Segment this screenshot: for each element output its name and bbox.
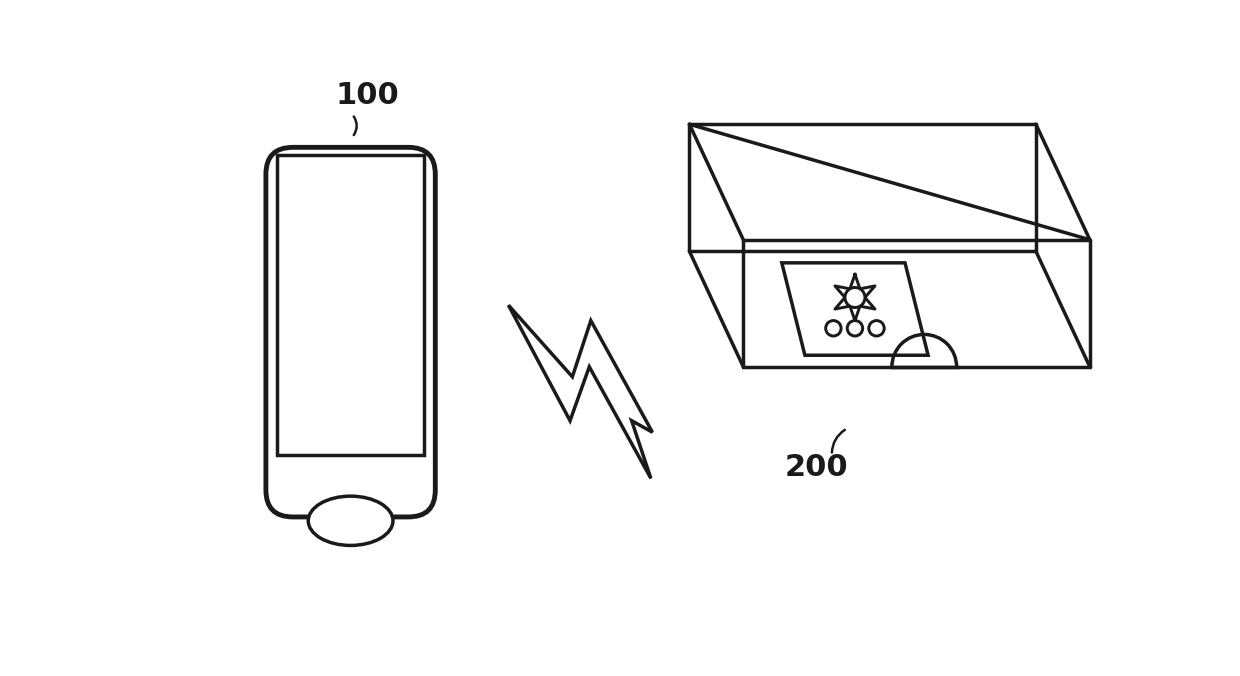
- FancyBboxPatch shape: [265, 147, 435, 517]
- Bar: [278, 155, 424, 456]
- Ellipse shape: [844, 287, 866, 308]
- Polygon shape: [508, 305, 652, 479]
- Ellipse shape: [847, 320, 863, 336]
- Ellipse shape: [309, 496, 393, 546]
- Ellipse shape: [826, 320, 841, 336]
- Text: 100: 100: [336, 81, 399, 110]
- Polygon shape: [781, 263, 928, 356]
- Ellipse shape: [869, 320, 884, 336]
- Text: 200: 200: [785, 454, 848, 482]
